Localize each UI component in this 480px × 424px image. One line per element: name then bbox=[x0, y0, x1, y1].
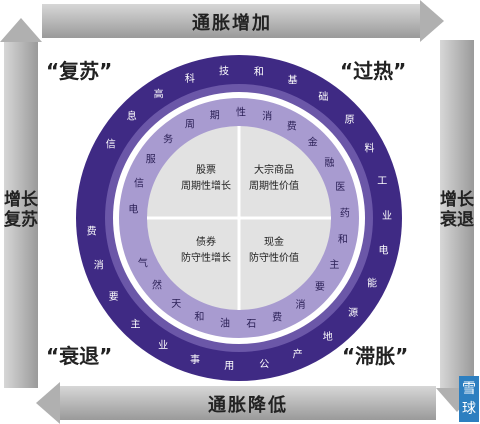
ring-word: 业 bbox=[158, 340, 168, 352]
ring-word: 高 bbox=[154, 87, 164, 100]
ring-word: 原 bbox=[345, 114, 355, 126]
ring-word: 服 bbox=[146, 154, 156, 166]
growth-recovery-label: 增长复苏 bbox=[4, 190, 38, 230]
ring-word: 油 bbox=[220, 317, 230, 330]
ring-word: 事 bbox=[190, 353, 200, 366]
growth-recession-label: 增长衰退 bbox=[440, 190, 474, 230]
ring-word: 能 bbox=[367, 277, 377, 290]
ring-word: 和 bbox=[338, 234, 348, 246]
phase-recovery: “复苏” bbox=[46, 59, 113, 83]
xueqiu-logo: 雪球 bbox=[459, 376, 479, 422]
ring-word: 性 bbox=[236, 106, 246, 119]
arrow-head-left bbox=[36, 382, 60, 424]
phase-stagflation: “滞胀” bbox=[342, 344, 409, 368]
stock-sublabel: 周期性增长 bbox=[181, 179, 231, 192]
ring-word: 电 bbox=[128, 202, 138, 215]
ring-word: 工 bbox=[377, 176, 387, 187]
phase-recession: “衰退” bbox=[46, 344, 113, 368]
ring-word: 医 bbox=[335, 181, 345, 193]
inflation-rising-label: 通胀增加 bbox=[192, 13, 272, 34]
ring-word: 要 bbox=[109, 291, 119, 303]
ring-word: 主 bbox=[131, 318, 141, 330]
ring-word: 用 bbox=[224, 361, 234, 372]
ring-word: 基 bbox=[288, 74, 298, 87]
inflation-falling-arrow: 通胀降低 bbox=[36, 382, 436, 424]
ring-word: 公 bbox=[259, 359, 269, 370]
ring-word: 和 bbox=[194, 311, 204, 323]
commodity-sublabel: 周期性价值 bbox=[249, 179, 299, 192]
ring-word: 费 bbox=[287, 120, 297, 133]
cash-label: 现金 bbox=[264, 235, 284, 248]
ring-word: 料 bbox=[365, 142, 375, 155]
bond-sublabel: 防守性增长 bbox=[181, 251, 231, 264]
ring-word: 电 bbox=[379, 244, 389, 257]
ring-word: 消 bbox=[296, 298, 306, 311]
ring-word: 地 bbox=[323, 330, 333, 343]
commodity-label: 大宗商品 bbox=[254, 163, 294, 176]
investment-clock-diagram: 信息高科技 和基础原料工业电能源地产公用事业主要消费 电信服务周期性消费金融医药和… bbox=[76, 55, 402, 381]
arrow-head-right bbox=[420, 0, 444, 42]
growth-recovery-arrow: 增长复苏 bbox=[0, 18, 42, 388]
ring-word: 业 bbox=[382, 210, 392, 222]
ring-word: 源 bbox=[348, 306, 358, 319]
ring-word: 费 bbox=[87, 224, 97, 237]
inflation-falling-label: 通胀降低 bbox=[208, 395, 288, 416]
ring-word: 消 bbox=[262, 109, 272, 122]
bond-label: 债券 bbox=[196, 235, 216, 248]
arrow-head-up bbox=[0, 18, 42, 42]
ring-word: 息 bbox=[127, 110, 137, 123]
ring-word: 务 bbox=[163, 133, 173, 146]
ring-word: 科 bbox=[185, 72, 195, 85]
growth-recession-arrow: 增长衰退 bbox=[436, 40, 478, 412]
ring-word: 消 bbox=[94, 259, 104, 272]
ring-word: 要 bbox=[315, 281, 325, 293]
ring-word: 天 bbox=[171, 299, 181, 310]
ring-word: 和 bbox=[254, 66, 264, 78]
inner-ring-words: 电信服务周期性消费金融医药和主要消费石油和天然气 bbox=[128, 106, 350, 330]
phase-overheat: “过热” bbox=[340, 59, 407, 83]
ring-word: 周 bbox=[185, 119, 195, 131]
ring-word: 期 bbox=[210, 109, 220, 121]
ring-word: 础 bbox=[318, 91, 328, 103]
ring-word: 信 bbox=[134, 177, 144, 189]
ring-word: 主 bbox=[329, 259, 339, 271]
ring-word: 然 bbox=[152, 279, 162, 292]
ring-word: 石 bbox=[246, 319, 256, 330]
cash-sublabel: 防守性价值 bbox=[249, 251, 299, 264]
inflation-rising-arrow: 通胀增加 bbox=[42, 0, 444, 42]
ring-word: 信 bbox=[106, 139, 116, 151]
ring-word: 药 bbox=[340, 207, 350, 219]
ring-word: 费 bbox=[272, 310, 282, 323]
stock-label: 股票 bbox=[196, 164, 216, 176]
ring-word: 技 bbox=[219, 64, 229, 77]
ring-word: 气 bbox=[138, 256, 148, 269]
ring-word: 金 bbox=[308, 135, 318, 148]
ring-word: 产 bbox=[293, 347, 303, 360]
ring-word: 融 bbox=[324, 157, 334, 169]
